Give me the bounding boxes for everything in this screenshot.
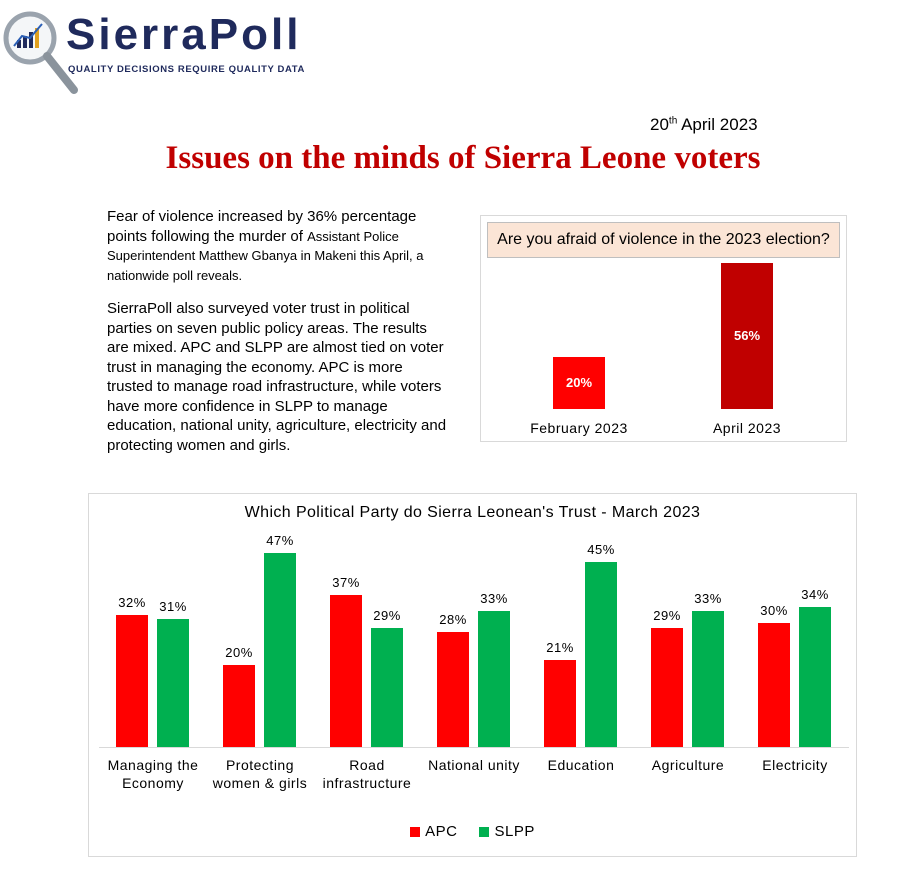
bar xyxy=(371,627,403,747)
text: Fear of violence increased by 36% percen… xyxy=(107,208,417,245)
x-tick-label: April 2023 xyxy=(712,420,782,436)
bar xyxy=(264,553,296,747)
x-tick-label: Road infrastructure xyxy=(322,757,412,791)
tagline: QUALITY DECISIONS REQUIRE QUALITY DATA xyxy=(68,64,305,75)
bar xyxy=(544,660,576,747)
bar xyxy=(437,631,469,747)
bar xyxy=(585,561,617,747)
bar xyxy=(721,263,773,409)
x-tick-label: Agriculture xyxy=(651,757,725,773)
x-tick-label: Protecting women & girls xyxy=(212,757,308,791)
x-tick-label: Education xyxy=(547,757,615,773)
date-day: 20 xyxy=(650,115,669,134)
paragraph: Fear of violence increased by 36% percen… xyxy=(107,207,452,285)
legend-item: SLPP xyxy=(479,823,534,840)
date-suffix: th xyxy=(668,115,678,127)
bar xyxy=(758,623,790,747)
data-label: 45% xyxy=(587,541,615,557)
legend-swatch xyxy=(479,826,490,837)
bar xyxy=(330,594,362,747)
brand-name: SierraPoll xyxy=(66,10,302,59)
x-tick-label: National unity xyxy=(428,757,520,773)
data-label: 29% xyxy=(373,607,401,623)
legend-label: APC xyxy=(425,823,458,840)
data-label: 30% xyxy=(760,603,788,619)
bar xyxy=(651,627,683,747)
bar xyxy=(553,357,605,409)
body-text: Fear of violence increased by 36% percen… xyxy=(107,207,452,469)
data-label: 47% xyxy=(266,533,294,549)
chart-title: Are you afraid of violence in the 2023 e… xyxy=(487,222,840,258)
legend-label: SLPP xyxy=(494,823,535,840)
text: SierraPoll also surveyed voter trust in … xyxy=(107,300,447,454)
x-tick-label: February 2023 xyxy=(530,420,628,436)
data-label: 20% xyxy=(565,375,593,390)
legend-item: APC xyxy=(410,823,457,840)
data-label: 37% xyxy=(332,574,360,590)
data-label: 28% xyxy=(439,611,467,627)
text: Assistant Police Superintendent Matthew … xyxy=(107,228,424,283)
trust-chart: Which Political Party do Sierra Leonean'… xyxy=(88,493,857,857)
legend-swatch xyxy=(410,826,421,837)
legend: APC SLPP xyxy=(89,823,856,840)
data-label: 31% xyxy=(159,599,187,615)
x-tick-label: Managing the Economy xyxy=(107,757,199,791)
logo-icon xyxy=(3,11,78,94)
data-label: 29% xyxy=(653,607,681,623)
bar xyxy=(478,611,510,747)
bar xyxy=(116,615,148,747)
date-rest: April 2023 xyxy=(681,115,758,134)
data-label: 56% xyxy=(733,328,761,344)
data-label: 32% xyxy=(118,595,146,611)
x-tick-label: Electricity xyxy=(762,757,828,773)
bar xyxy=(692,611,724,747)
data-label: 33% xyxy=(480,591,508,607)
bar xyxy=(157,619,189,747)
data-label: 34% xyxy=(801,586,829,602)
paragraph: SierraPoll also surveyed voter trust in … xyxy=(107,299,452,455)
bar xyxy=(223,664,255,747)
data-label: 20% xyxy=(225,644,253,660)
data-label: 21% xyxy=(546,640,574,656)
date: 20th April 2023 xyxy=(650,115,758,135)
page-title: Issues on the minds of Sierra Leone vote… xyxy=(165,140,761,176)
bar xyxy=(799,606,831,747)
violence-chart: Are you afraid of violence in the 2023 e… xyxy=(480,215,847,442)
chart-title: Which Political Party do Sierra Leonean'… xyxy=(244,504,701,521)
axis-line xyxy=(99,747,849,748)
data-label: 33% xyxy=(694,591,722,607)
